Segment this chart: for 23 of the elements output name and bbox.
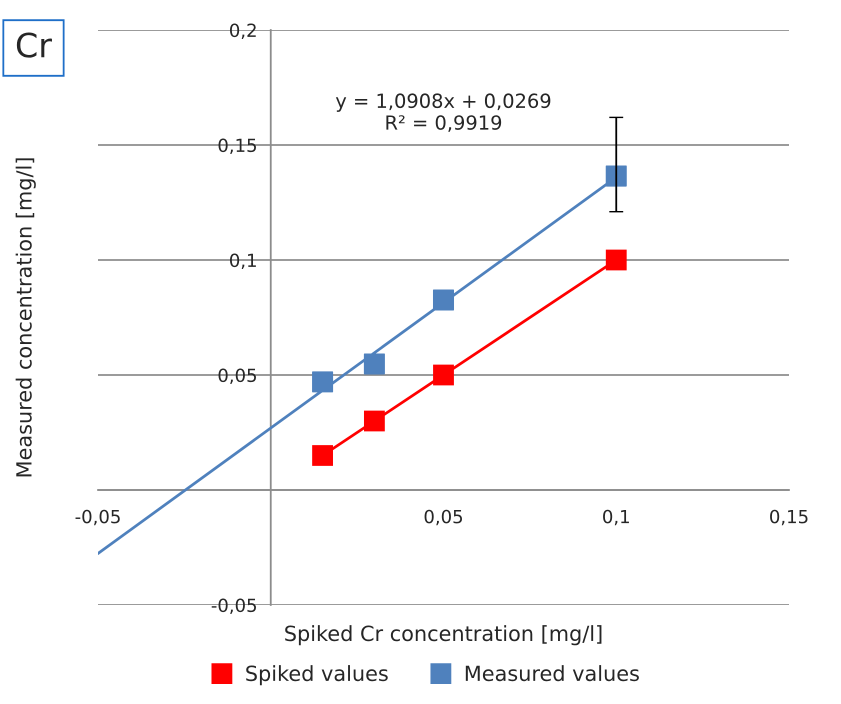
y-tick-label: 0,15 <box>218 138 256 154</box>
x-tick-label: 0,15 <box>770 510 808 526</box>
x-tick-label: -0,05 <box>76 510 120 526</box>
point <box>433 364 454 386</box>
y-axis-title: Measured concentration [mg/l] <box>16 158 36 476</box>
legend-label: Measured values <box>466 665 639 682</box>
x-tick-label: 0,1 <box>603 510 629 526</box>
annotation: y = 1,0908x + 0,0269 R² = 0,9919 <box>336 93 550 132</box>
y-tick-label: 0,2 <box>230 23 256 39</box>
y-tick-label: -0,05 <box>212 598 256 614</box>
y-tick-label: 0,05 <box>218 368 256 384</box>
point <box>364 353 385 374</box>
point <box>312 371 334 392</box>
y-tick-label: 0,1 <box>230 253 256 269</box>
x-axis-title: Spiked Cr concentration [mg/l] <box>285 625 602 646</box>
x-tick-label: 0,05 <box>424 510 462 526</box>
point <box>432 290 454 311</box>
legend-label: Spiked values <box>246 665 388 686</box>
point <box>312 445 333 466</box>
chart-title: Cr <box>16 32 52 58</box>
point <box>364 410 385 432</box>
point <box>606 250 627 270</box>
point <box>606 166 627 187</box>
